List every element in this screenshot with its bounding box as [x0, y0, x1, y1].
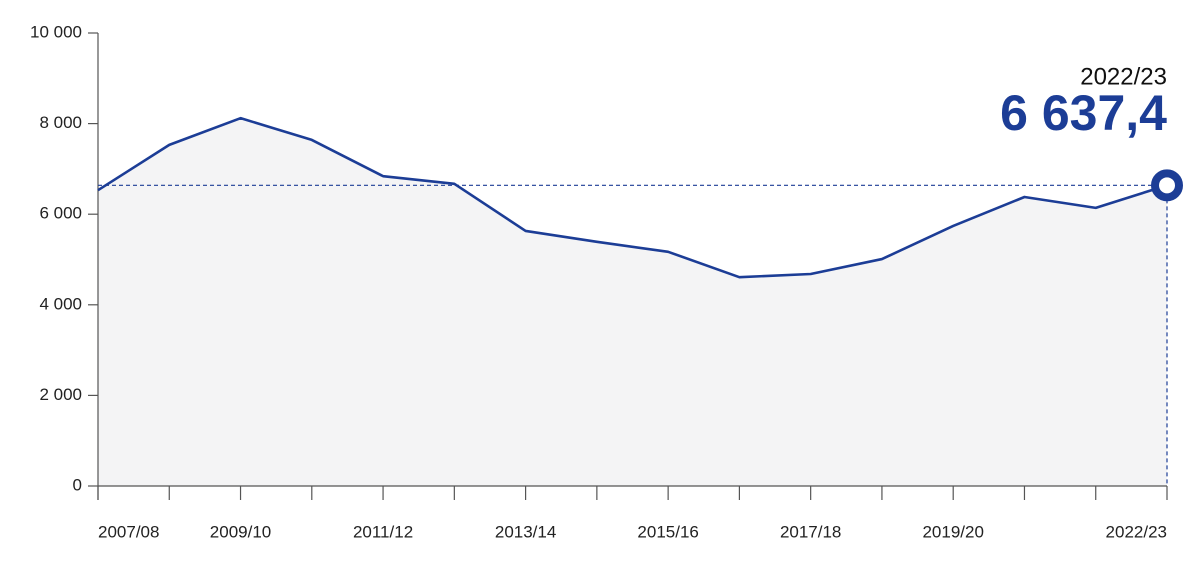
y-tick-label: 0: [73, 475, 82, 494]
x-tick-label: 2017/18: [780, 522, 841, 541]
y-tick-label: 10 000: [30, 22, 82, 41]
x-tick-label: 2007/08: [98, 522, 159, 541]
x-tick-label: 2019/20: [922, 522, 983, 541]
x-tick-label: 2009/10: [210, 522, 271, 541]
highlight-point: [1151, 169, 1183, 202]
x-tick-label: 2015/16: [637, 522, 698, 541]
x-tick-label: 2022/23: [1106, 522, 1167, 541]
line: [97, 116, 1168, 279]
y-tick-label: 8 000: [39, 113, 82, 132]
y-tick-label: 6 000: [39, 204, 82, 223]
y-tick-label: 2 000: [39, 385, 82, 404]
highlight-value: 6 637,4: [1000, 85, 1167, 141]
y-tick-label: 4 000: [39, 294, 82, 313]
area: [98, 118, 1167, 486]
x-tick-label: 2013/14: [495, 522, 556, 541]
x-tick-label: 2011/12: [353, 522, 413, 541]
highlight-category: 2022/23: [1080, 63, 1167, 90]
